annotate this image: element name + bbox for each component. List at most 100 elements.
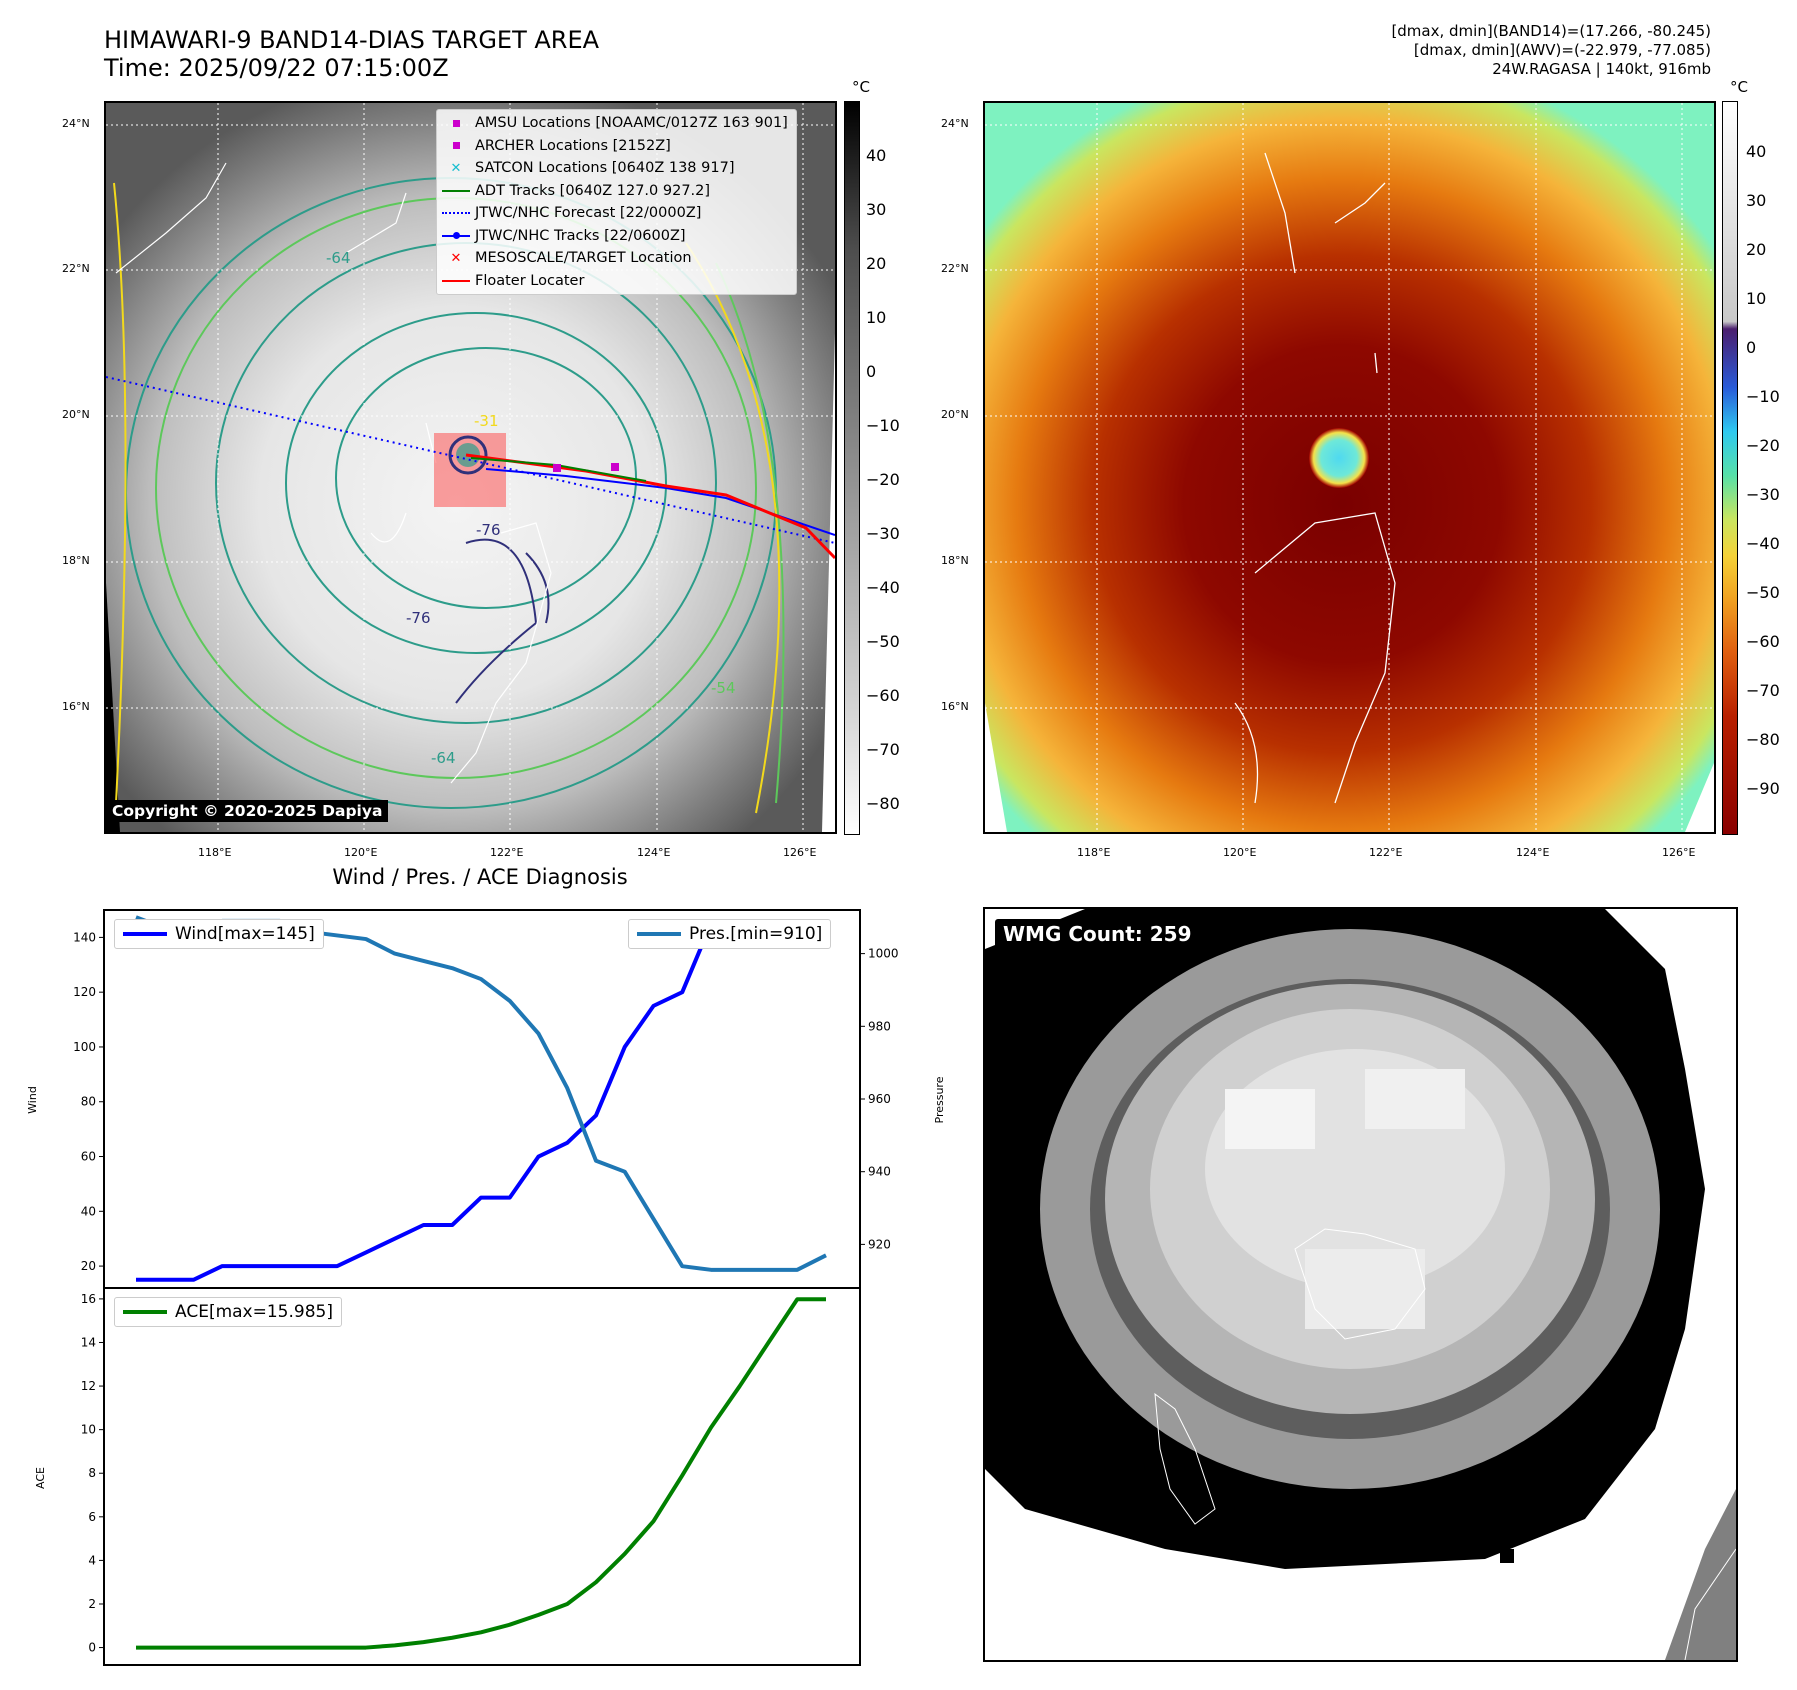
- pressure-axis-label: Pressure: [933, 1076, 946, 1123]
- legend-item-floater: Floater Locater: [437, 270, 788, 293]
- wind-tick-label: 100: [73, 1040, 96, 1054]
- diagnosis-title: Wind / Pres. / ACE Diagnosis: [332, 865, 628, 889]
- line-icon: [437, 189, 475, 192]
- diagnosis-chart: 20 40 60 80 100 120 140 920 940 960 980 1000 0 2 4 6 8…: [26, 909, 946, 1666]
- line-dot-icon: [437, 231, 475, 239]
- pressure-tick-label: 980: [868, 1019, 891, 1033]
- square-marker-icon: [437, 119, 475, 127]
- lon-label: 120°E: [344, 846, 378, 859]
- wmg-image: [985, 909, 1736, 1660]
- ace-tick-label: 12: [81, 1379, 96, 1393]
- square-marker-icon: [437, 142, 475, 150]
- wind-tick-label: 140: [73, 930, 96, 944]
- ace-tick-label: 4: [88, 1553, 96, 1567]
- colorbar-tick: −10: [866, 416, 900, 435]
- wind-tick-label: 80: [81, 1095, 96, 1109]
- svg-text:-76: -76: [476, 521, 501, 539]
- pressure-series-line: [135, 915, 827, 1272]
- lat-label: 22°N: [62, 262, 90, 275]
- wind-tick-label: 40: [81, 1204, 96, 1218]
- dotted-line-icon: [437, 212, 475, 215]
- colorbar-tick: 20: [1746, 240, 1767, 259]
- pressure-line-icon: [637, 932, 681, 936]
- colorbar-tick: 30: [866, 200, 887, 219]
- legend-item-mesoscale: ✕ MESOSCALE/TARGET Location: [437, 247, 788, 270]
- lat-label: 20°N: [62, 408, 90, 421]
- ace-legend: ACE[max=15.985]: [114, 1297, 342, 1327]
- pressure-legend: Pres.[min=910]: [628, 919, 832, 949]
- lat-label: 16°N: [941, 700, 969, 713]
- svg-text:-64: -64: [326, 249, 351, 267]
- colorbar-tick: −90: [1746, 779, 1780, 798]
- lat-label: 18°N: [62, 554, 90, 567]
- colorbar-tick: −40: [866, 578, 900, 597]
- wmg-count-badge: WMG Count: 259: [995, 919, 1200, 949]
- lon-label: 122°E: [1369, 846, 1403, 859]
- colorbar-tick: −30: [1746, 485, 1780, 504]
- copyright-badge: Copyright © 2020-2025 Dapiya: [106, 800, 389, 822]
- lat-label: 24°N: [62, 117, 90, 130]
- pressure-tick-label: 1000: [868, 947, 899, 961]
- lon-label: 124°E: [1516, 846, 1550, 859]
- colorbar-tick: 10: [1746, 289, 1767, 308]
- colorbar-unit: °C: [852, 78, 870, 96]
- colorbar-tick: 40: [866, 146, 887, 165]
- lon-label: 126°E: [1662, 846, 1696, 859]
- grayscale-colorbar: [844, 101, 860, 835]
- ace-tick-label: 14: [81, 1335, 96, 1349]
- colorbar-tick: 0: [1746, 338, 1757, 357]
- lon-label: 118°E: [1077, 846, 1111, 859]
- ace-tick-label: 2: [88, 1597, 96, 1611]
- colorbar-unit: °C: [1730, 78, 1748, 96]
- enhanced-ir-map-panel: [983, 101, 1716, 834]
- lon-label: 118°E: [198, 846, 232, 859]
- ace-line-icon: [123, 1310, 167, 1314]
- lon-label: 120°E: [1223, 846, 1257, 859]
- colorbar-tick: 10: [866, 308, 887, 327]
- colorbar-tick: −20: [866, 470, 900, 489]
- legend-item-jtwc-forecast: JTWC/NHC Forecast [22/0000Z]: [437, 202, 788, 225]
- lat-label: 18°N: [941, 554, 969, 567]
- x-marker-icon: ✕: [450, 250, 462, 266]
- wmg-panel: WMG Count: 259: [983, 907, 1738, 1662]
- lat-label: 16°N: [62, 700, 90, 713]
- colorbar-tick: 30: [1746, 191, 1767, 210]
- ace-tick-label: 10: [81, 1423, 96, 1437]
- wind-line-icon: [123, 932, 167, 936]
- colorbar-tick: −60: [866, 686, 900, 705]
- enhanced-ir-map-image: [985, 103, 1714, 832]
- pressure-tick-label: 940: [868, 1165, 891, 1179]
- wind-tick-label: 120: [73, 985, 96, 999]
- pressure-tick-label: 960: [868, 1092, 891, 1106]
- line-icon: [437, 279, 475, 282]
- track-legend: AMSU Locations [NOAAMC/0127Z 163 901] AR…: [436, 109, 797, 295]
- legend-item-satcon: ✕ SATCON Locations [0640Z 138 917]: [437, 157, 788, 180]
- colorbar-tick: 20: [866, 254, 887, 273]
- ace-tick-label: 6: [88, 1510, 96, 1524]
- legend-item-amsu: AMSU Locations [NOAAMC/0127Z 163 901]: [437, 112, 788, 135]
- colorbar-tick: −20: [1746, 436, 1780, 455]
- lon-label: 122°E: [490, 846, 524, 859]
- colorbar-tick: −70: [866, 740, 900, 759]
- colorbar-tick: −80: [866, 794, 900, 813]
- colorbar-tick: −30: [866, 524, 900, 543]
- svg-text:-64: -64: [431, 749, 456, 767]
- lat-label: 22°N: [941, 262, 969, 275]
- legend-item-jtwc-tracks: JTWC/NHC Tracks [22/0600Z]: [437, 225, 788, 248]
- wind-axis-label: Wind: [26, 1086, 39, 1114]
- colorbar-tick: −40: [1746, 534, 1780, 553]
- colorbar-tick: −10: [1746, 387, 1780, 406]
- intensity-info: [dmax, dmin](BAND14)=(17.266, -80.245) […: [1391, 22, 1711, 78]
- svg-text:-31: -31: [474, 412, 499, 430]
- colorbar-tick: −50: [1746, 583, 1780, 602]
- ace-series-line: [136, 1297, 826, 1650]
- colorbar-tick: −60: [1746, 632, 1780, 651]
- wind-tick-label: 20: [81, 1259, 96, 1273]
- lat-label: 24°N: [941, 117, 969, 130]
- ace-tick-label: 16: [81, 1292, 96, 1306]
- colorbar-tick: −70: [1746, 681, 1780, 700]
- colorbar-tick: −80: [1746, 730, 1780, 749]
- svg-text:-54: -54: [711, 679, 736, 697]
- svg-text:-76: -76: [406, 609, 431, 627]
- colorbar-tick: −50: [866, 632, 900, 651]
